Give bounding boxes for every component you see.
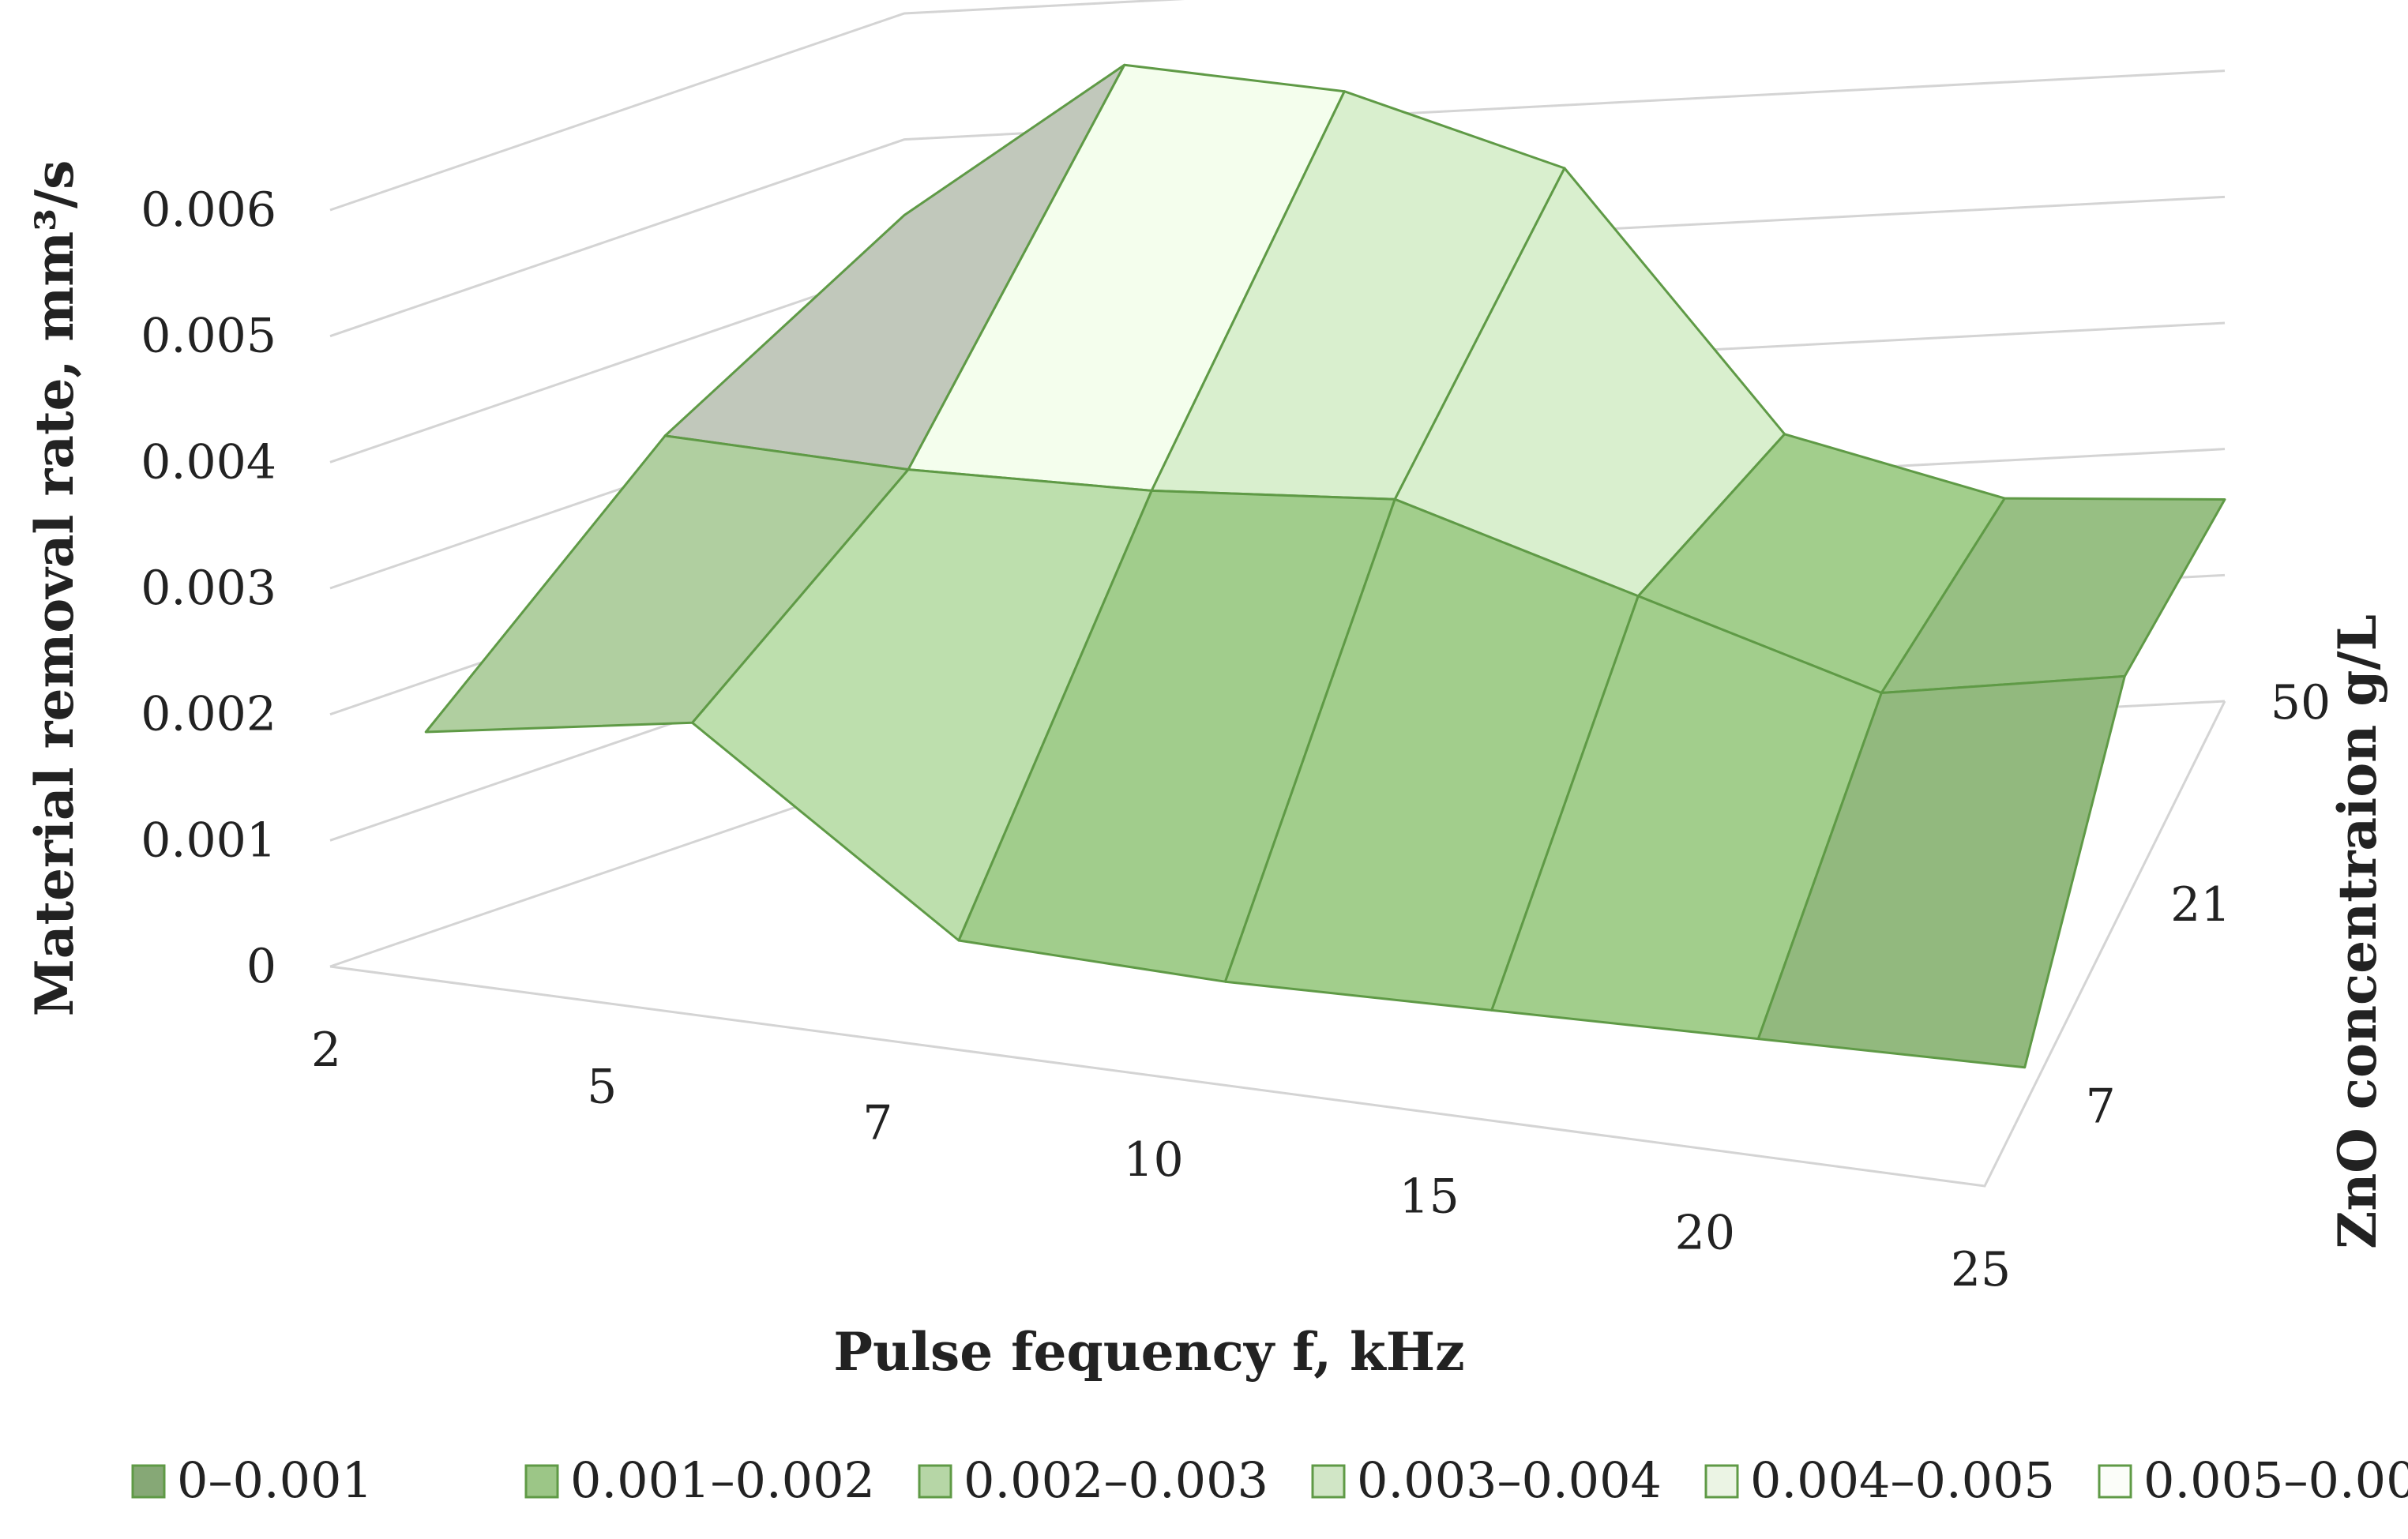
x-tick-label: 15: [1399, 1169, 1459, 1224]
x-tick-label: 2: [311, 1023, 341, 1078]
z-axis-title: Material removal rate, mm³/s: [24, 160, 85, 1017]
z-tick-label: 0.003: [141, 561, 276, 616]
x-tick-label: 5: [587, 1059, 617, 1114]
x-tick-label: 20: [1675, 1206, 1735, 1261]
z-tick-label: 0.001: [141, 813, 276, 868]
legend-label: 0–0.001: [177, 1451, 373, 1509]
gridline: [329, 0, 1185, 212]
legend-label: 0.004–0.005: [1750, 1451, 2055, 1509]
legend-swatch: [918, 1464, 952, 1499]
x-tick-label: 10: [1123, 1132, 1183, 1188]
legend-label: 0.001–0.002: [570, 1451, 875, 1509]
legend-swatch: [131, 1464, 166, 1499]
x-tick-label: 25: [1951, 1242, 2011, 1297]
gridline: [329, 69, 2226, 338]
floor-edge: [329, 700, 2226, 1188]
legend: 0–0.001 0.001–0.002 0.002–0.003 0.003–0.004…: [131, 1451, 2408, 1509]
z-tick-label: 0.004: [141, 434, 276, 490]
surface-patch: [1756, 674, 2126, 1069]
y-tick-label: 21: [2170, 877, 2230, 933]
legend-label: 0.005–0.006: [2143, 1451, 2408, 1509]
x-axis-title: Pulse fequency f, kHz: [833, 1321, 1464, 1383]
legend-swatch: [2098, 1464, 2132, 1499]
legend-swatch: [1311, 1464, 1346, 1499]
legend-label: 0.002–0.003: [964, 1451, 1268, 1509]
z-axis-ticks: 0 0.001 0.002 0.003 0.004 0.005 0.006: [141, 182, 276, 994]
y-axis-ticks: 7 21 50: [2086, 675, 2331, 1135]
z-tick-label: 0.006: [141, 182, 276, 238]
y-tick-label: 50: [2271, 675, 2331, 730]
legend-swatch: [524, 1464, 559, 1499]
legend-swatch: [1704, 1464, 1739, 1499]
z-tick-label: 0: [246, 939, 276, 994]
z-tick-label: 0.005: [141, 309, 276, 364]
floor-frame: [329, 700, 2226, 1188]
z-tick-label: 0.002: [141, 687, 276, 742]
legend-label: 0.003–0.004: [1357, 1451, 1662, 1509]
surface-mesh: [424, 63, 2226, 1069]
x-tick-label: 7: [862, 1096, 892, 1151]
y-axis-title: ZnO concentraion g/L: [2327, 614, 2388, 1249]
y-tick-label: 7: [2086, 1079, 2116, 1135]
